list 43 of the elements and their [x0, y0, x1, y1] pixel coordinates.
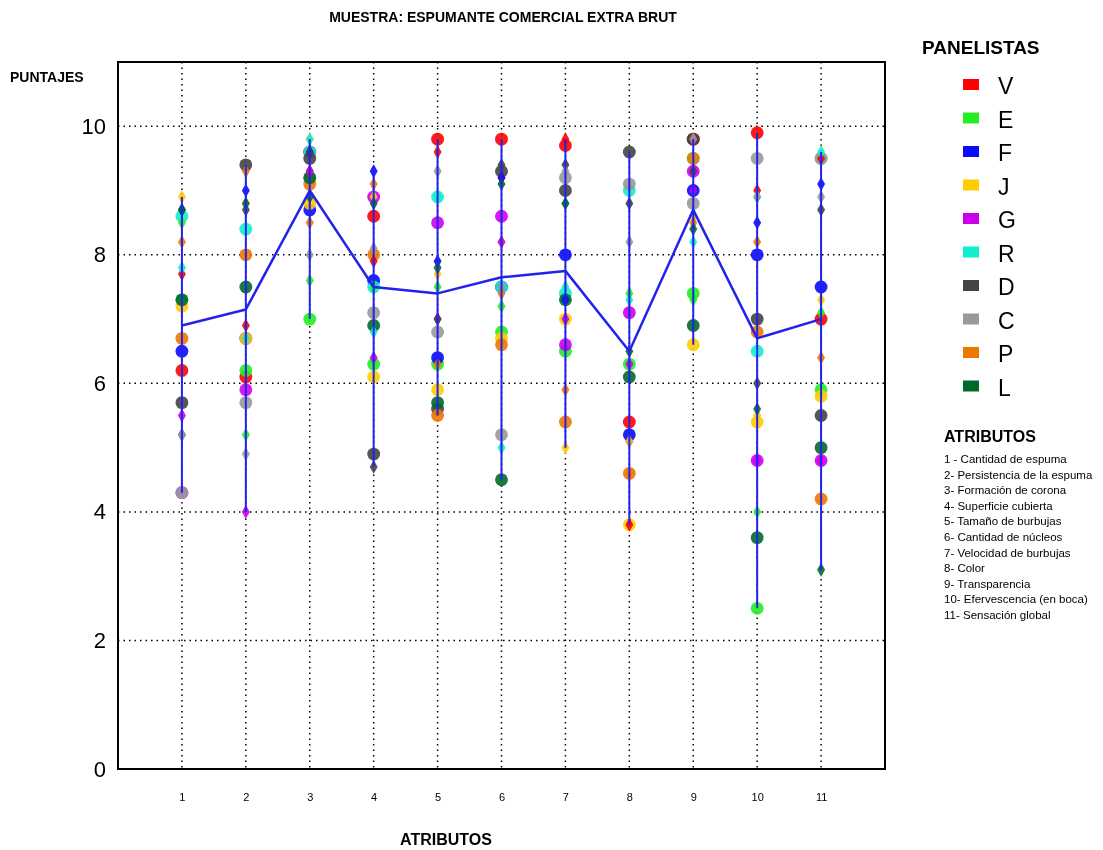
legend-label: F	[998, 140, 1013, 166]
legend-label: V	[998, 73, 1014, 99]
text: 2- Persistencia de la espuma	[944, 468, 1093, 481]
x-tick-label: 3	[307, 790, 314, 803]
y-axis-title: PUNTAJES	[10, 69, 84, 85]
y-tick-label: 6	[93, 370, 106, 396]
x-tick-label: 2	[243, 790, 250, 803]
text: 7- Velocidad de burbujas	[944, 546, 1071, 559]
text: 5- Tamaño de burbujas	[944, 515, 1062, 528]
x-tick-label: 9	[690, 790, 697, 803]
x-tick-label: 1	[179, 790, 186, 803]
legend-label: D	[998, 274, 1015, 300]
text: 6- Cantidad de núcleos	[944, 531, 1063, 543]
x-tick-label: 4	[371, 790, 378, 803]
y-tick-label: 8	[93, 242, 106, 268]
text: 9- Transparencia	[944, 577, 1031, 590]
text: 4- Superficie cubierta	[944, 499, 1054, 512]
legend-label: G	[998, 207, 1016, 233]
x-tick-label: 7	[562, 790, 569, 803]
x-tick-label: 6	[498, 790, 506, 803]
x-axis-title: ATRIBUTOS	[400, 831, 493, 848]
x-tick-label: 11	[815, 790, 828, 803]
y-tick-label: 10	[81, 113, 106, 139]
x-tick-label: 8	[626, 790, 633, 803]
text: 8- Color	[944, 562, 986, 575]
y-tick-label: 0	[93, 756, 106, 782]
text: 1 - Cantidad de espuma	[944, 453, 1068, 465]
legend-title: PANELISTAS	[922, 37, 1040, 58]
text: 11- Sensación global	[944, 609, 1051, 621]
legend-label: R	[998, 240, 1015, 267]
y-tick-label: 4	[93, 499, 106, 525]
legend-label: J	[998, 173, 1010, 200]
legend-label: C	[998, 307, 1015, 334]
text: 3- Formación de corona	[944, 484, 1067, 497]
text: ATRIBUTOS	[944, 428, 1037, 445]
x-tick-label: 10	[751, 790, 764, 803]
legend-label: P	[998, 341, 1014, 367]
chart-title: MUESTRA: ESPUMANTE COMERCIAL EXTRA BRUT	[329, 9, 678, 25]
legend-label: L	[998, 374, 1011, 401]
x-tick-label: 5	[435, 790, 442, 803]
legend-label: E	[998, 106, 1014, 133]
text: 10- Efervescencia (en boca)	[944, 593, 1088, 606]
y-tick-label: 2	[93, 627, 106, 653]
